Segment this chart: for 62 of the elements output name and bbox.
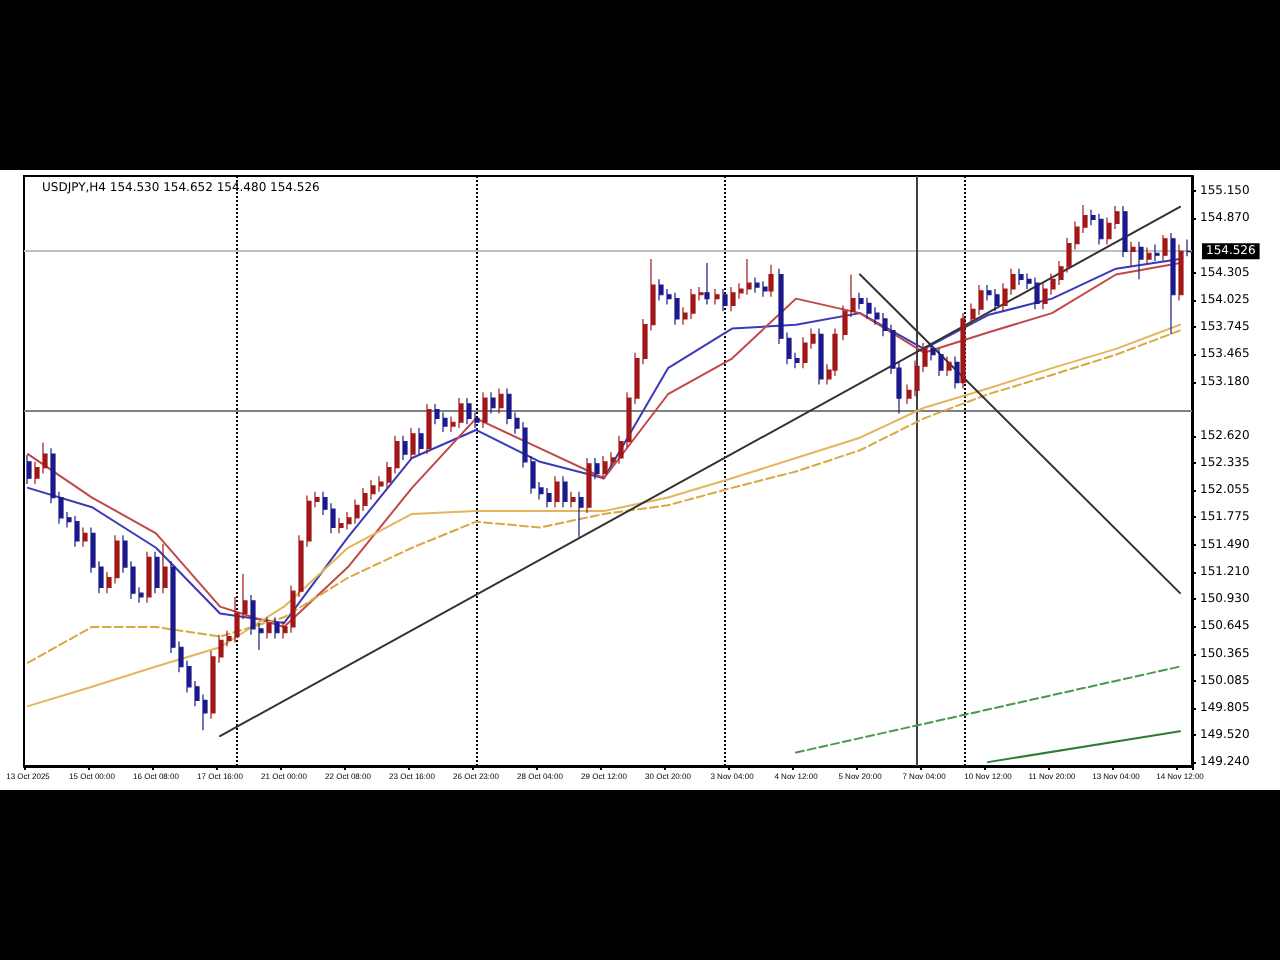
candlestick <box>994 288 1000 312</box>
candlestick <box>418 427 424 455</box>
candlestick <box>410 427 416 461</box>
candlestick <box>402 435 408 461</box>
candlestick <box>594 457 600 480</box>
candlestick <box>146 551 152 604</box>
candlestick <box>162 543 168 594</box>
candlestick <box>466 397 472 425</box>
candlestick <box>802 336 808 369</box>
candlestick <box>1170 232 1176 335</box>
candlestick <box>690 288 696 320</box>
candlestick <box>704 262 710 306</box>
candlestick <box>658 278 664 302</box>
candlestick <box>754 276 760 294</box>
candlestick <box>762 280 768 298</box>
candlestick <box>426 403 432 455</box>
candlestick <box>274 616 280 640</box>
candlestick <box>1162 234 1168 262</box>
candlestick <box>82 526 88 548</box>
candlestick <box>26 454 32 485</box>
candlestick <box>1130 241 1136 268</box>
candlestick <box>1098 213 1104 246</box>
candlestick <box>960 312 966 390</box>
candlestick <box>730 286 736 312</box>
candlestick <box>602 455 608 480</box>
candlestick <box>490 391 496 415</box>
candlestick <box>1178 243 1184 302</box>
candlestick <box>818 327 824 386</box>
candlestick <box>1018 268 1024 286</box>
candlestick <box>114 534 120 585</box>
candlestick <box>74 515 80 548</box>
candlestick <box>1154 243 1160 262</box>
candlestick <box>570 491 576 508</box>
candlestick <box>1042 282 1048 310</box>
candlestick <box>578 491 584 538</box>
candlestick <box>586 457 592 514</box>
candlestick <box>1034 276 1040 310</box>
candlestick <box>434 403 440 425</box>
candlestick <box>1146 246 1152 266</box>
candlestick <box>482 391 488 429</box>
candlestick <box>832 327 838 377</box>
candlestick <box>266 616 272 640</box>
candlestick <box>498 387 504 415</box>
candlestick <box>554 475 560 508</box>
candlestick <box>954 355 960 390</box>
candlestick <box>442 411 448 433</box>
candlestick <box>1122 205 1128 258</box>
candlestick <box>1186 238 1192 257</box>
candlestick <box>458 397 464 429</box>
candlestick <box>562 475 568 508</box>
candlestick <box>946 355 952 377</box>
candlestick <box>338 517 344 534</box>
candlestick <box>154 551 160 594</box>
candlestick <box>746 258 752 296</box>
candlestick <box>938 348 944 377</box>
candlestick <box>722 288 728 312</box>
candlestick <box>674 292 680 326</box>
candlestick <box>1138 241 1144 280</box>
candlestick <box>714 288 720 306</box>
candlestick <box>866 297 872 320</box>
candlestick <box>768 264 774 298</box>
candlestick <box>546 487 552 508</box>
